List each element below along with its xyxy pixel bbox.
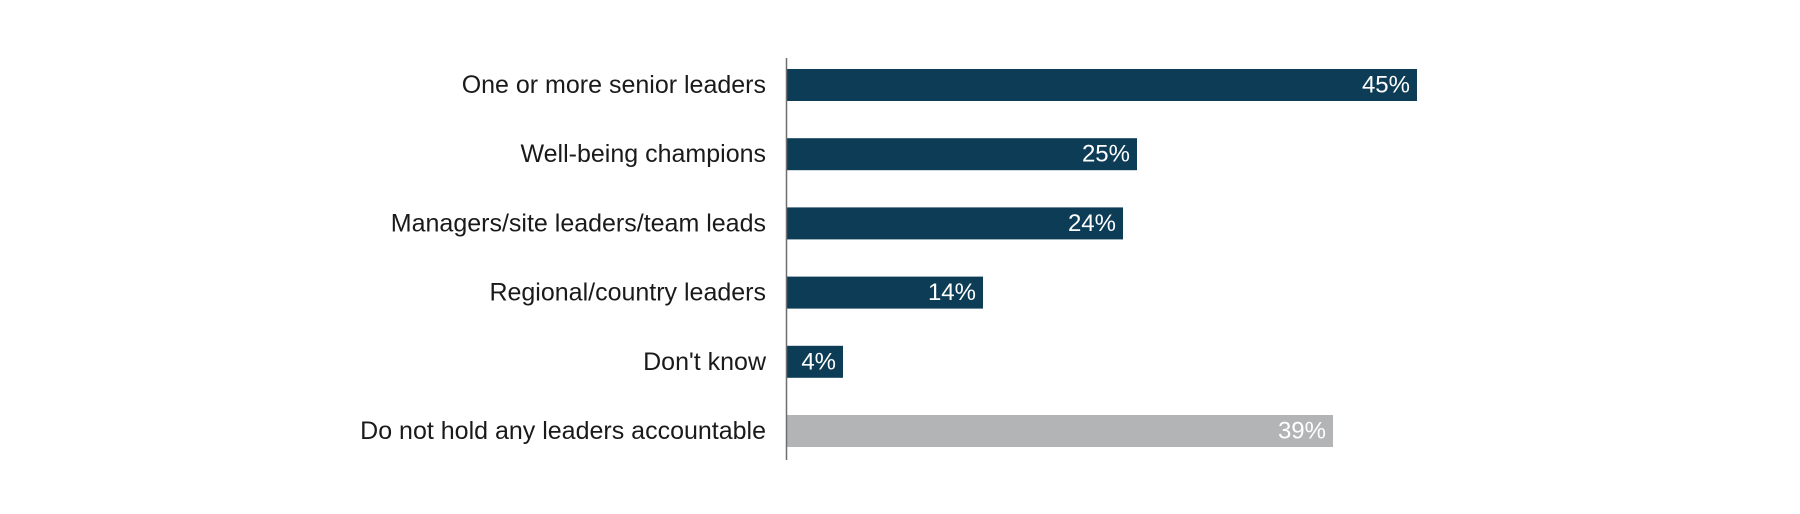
bar-0 [787, 69, 1417, 101]
value-labels: 45% 25% 24% 14% 4% 39% [801, 72, 1410, 445]
bar-4 [787, 345, 843, 378]
category-label-2: Managers/site leaders/team leads [391, 209, 766, 237]
bars-layer [787, 69, 1417, 447]
category-label-3: Regional/country leaders [489, 279, 766, 307]
category-label-4: Don't know [643, 348, 767, 376]
value-label-2: 24% [1068, 210, 1116, 237]
bar-1 [787, 138, 1137, 171]
category-label-5: Do not hold any leaders accountable [360, 417, 766, 445]
value-label-0: 45% [1362, 72, 1410, 99]
value-label-3: 14% [928, 279, 976, 306]
category-label-0: One or more senior leaders [462, 71, 766, 99]
value-label-1: 25% [1082, 141, 1130, 168]
value-label-4: 4% [801, 348, 836, 375]
category-labels: One or more senior leaders Well-being cha… [360, 71, 767, 445]
bar-5 [787, 415, 1333, 447]
category-label-1: Well-being champions [521, 140, 767, 168]
bar-3 [787, 276, 983, 309]
bar-2 [787, 207, 1123, 240]
value-label-5: 39% [1278, 418, 1326, 445]
